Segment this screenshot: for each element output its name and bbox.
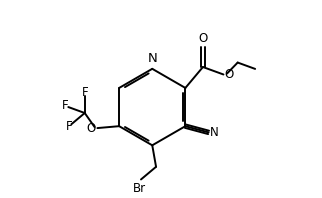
- Text: F: F: [62, 99, 69, 112]
- Text: Br: Br: [133, 182, 147, 195]
- Text: N: N: [147, 52, 157, 65]
- Text: F: F: [81, 86, 88, 99]
- Text: O: O: [87, 122, 96, 135]
- Text: N: N: [210, 126, 219, 139]
- Text: F: F: [66, 120, 72, 133]
- Text: O: O: [198, 32, 208, 45]
- Text: O: O: [224, 68, 234, 81]
